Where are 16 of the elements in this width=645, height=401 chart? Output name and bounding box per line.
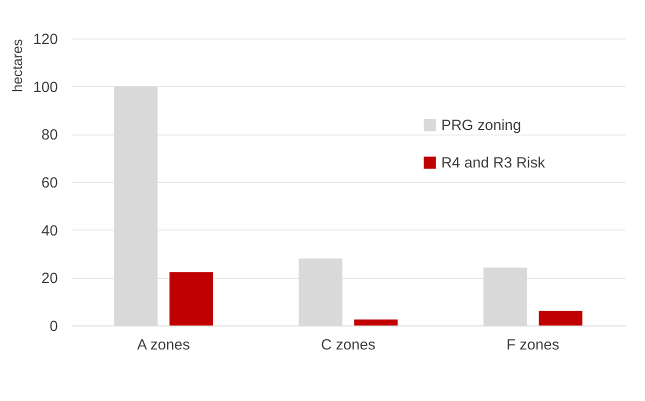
- y-tick-label: 40: [41, 223, 58, 240]
- legend-label: R4 and R3 Risk: [441, 156, 546, 172]
- bar: [354, 319, 398, 326]
- y-axis-title: hectares: [9, 38, 26, 92]
- bar: [538, 310, 582, 326]
- legend-label: PRG zoning: [441, 118, 522, 134]
- y-tick-label: 20: [41, 271, 58, 288]
- y-tick-label: 120: [33, 32, 58, 48]
- y-tick-label: 100: [33, 80, 58, 96]
- x-tick-label: C zones: [321, 338, 376, 354]
- y-tick-label: 60: [41, 175, 58, 192]
- y-tick-label: 0: [50, 318, 58, 335]
- x-tick-label: A zones: [137, 338, 190, 354]
- x-tick-label: F zones: [506, 338, 560, 354]
- y-tick-label: 80: [41, 128, 58, 144]
- bar: [169, 272, 214, 326]
